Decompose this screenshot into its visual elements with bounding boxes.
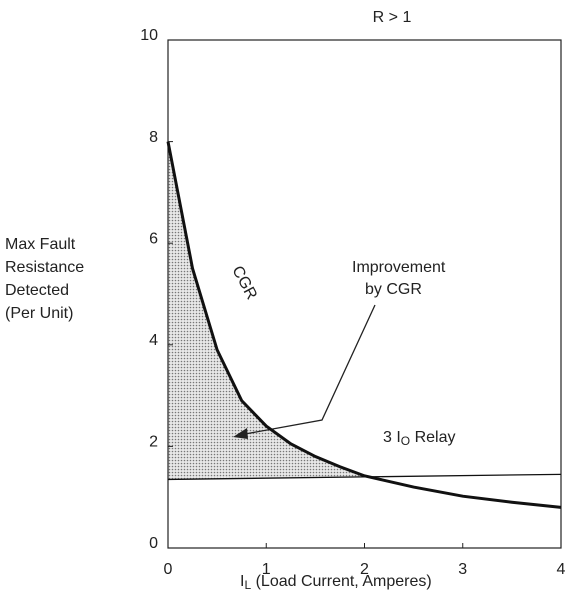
y-tick-label: 8	[149, 129, 158, 146]
y-axis-label-line: Max Fault	[5, 236, 76, 253]
relay-label-main: 3 I	[383, 429, 401, 446]
series-line	[167, 473, 562, 481]
x-axis-label: IL (Load Current, Amperes)	[240, 573, 432, 592]
y-tick-label: 4	[149, 332, 158, 349]
y-tick-label: 10	[140, 27, 158, 44]
x-tick-label: 4	[557, 561, 566, 578]
series-line	[166, 141, 562, 509]
y-axis-label: Max Fault Resistance Detected (Per Unit)	[5, 236, 84, 322]
x-axis-label-main: I	[240, 573, 244, 590]
chart-title: R > 1	[373, 9, 412, 26]
y-axis-label-line: (Per Unit)	[5, 305, 73, 322]
x-tick-label: 3	[458, 561, 467, 578]
shaded-area	[168, 141, 561, 480]
series-label: CGR	[228, 263, 260, 302]
y-axis-label-line: Resistance	[5, 259, 84, 276]
improvement-area	[168, 141, 561, 480]
x-axis-label-sub: L	[244, 578, 251, 592]
x-axis-label-rest: (Load Current, Amperes)	[251, 573, 432, 590]
relay-label-rest: Relay	[410, 429, 455, 446]
series-label: 3 IO Relay	[383, 429, 456, 448]
relay-label-sub: O	[401, 434, 410, 448]
x-tick-label: 1	[262, 561, 271, 578]
annotation: by CGR	[365, 281, 422, 298]
y-axis-label-line: Detected	[5, 282, 69, 299]
y-tick-label: 0	[149, 535, 158, 552]
x-tick-label: 0	[164, 561, 173, 578]
annotation: Improvement	[352, 259, 446, 276]
annotation-arrow	[244, 304, 376, 435]
x-tick-label: 2	[360, 561, 369, 578]
y-tick-label: 2	[149, 434, 158, 451]
y-tick-label: 6	[149, 230, 158, 247]
arrow-head	[233, 428, 248, 439]
